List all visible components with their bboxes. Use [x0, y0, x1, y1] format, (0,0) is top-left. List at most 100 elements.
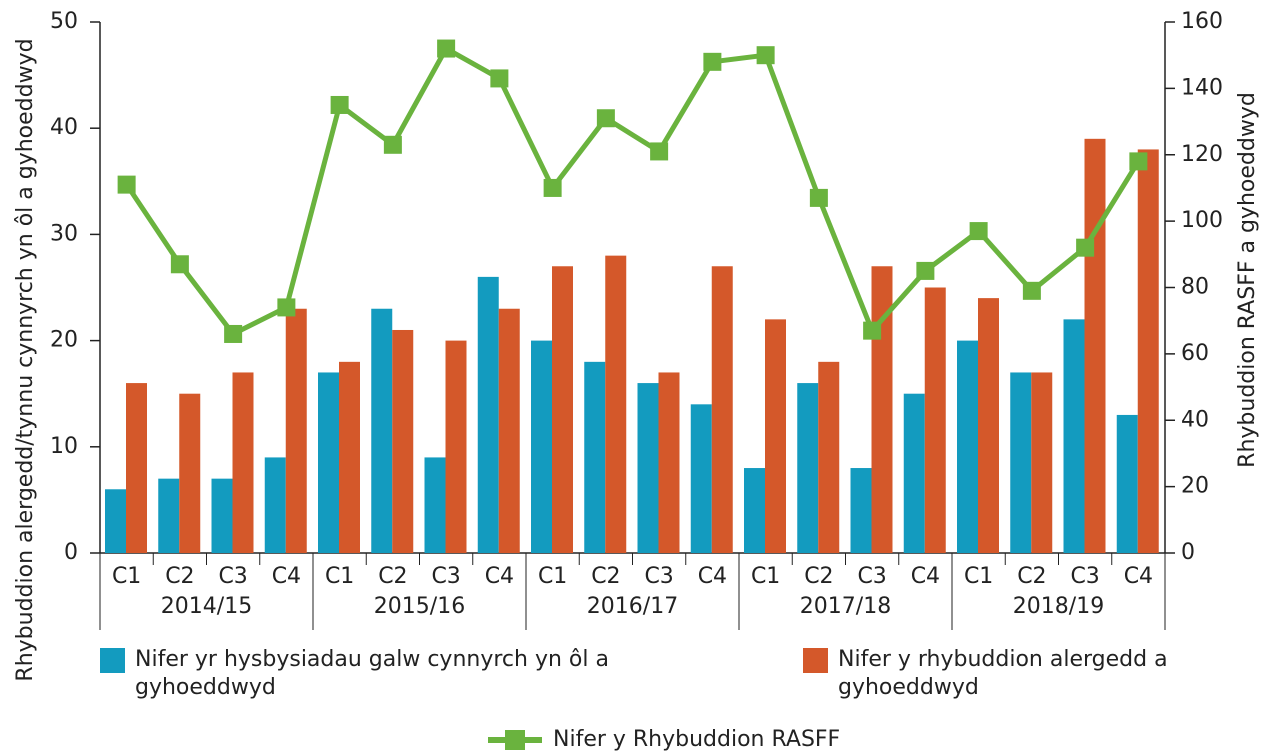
marker	[543, 178, 562, 197]
marker	[383, 135, 402, 154]
bar	[1084, 138, 1106, 553]
x-tick-label: C1	[325, 564, 354, 589]
bar	[924, 287, 946, 553]
bar	[797, 383, 819, 553]
x-tick-label: C4	[911, 564, 940, 589]
bar	[1137, 149, 1159, 553]
group-label: 2017/18	[800, 594, 891, 619]
bar	[1031, 372, 1053, 553]
marker	[1076, 238, 1095, 257]
x-tick-label: C1	[751, 564, 780, 589]
bar	[818, 361, 840, 553]
bar	[285, 308, 307, 553]
line	[124, 45, 1141, 338]
y-tick-label: 10	[50, 434, 78, 459]
bar	[903, 393, 925, 553]
group-label: 2018/19	[1013, 594, 1104, 619]
bar	[498, 308, 520, 553]
bar	[978, 298, 999, 553]
y-tick-label: 30	[50, 221, 78, 246]
marker	[916, 261, 935, 280]
legend-swatch	[100, 648, 125, 673]
y2-tick-label: 100	[1181, 208, 1223, 233]
bar	[584, 361, 606, 553]
marker	[1129, 152, 1148, 171]
marker	[224, 324, 243, 343]
y-tick-label: 0	[64, 540, 78, 565]
bar	[1063, 319, 1085, 553]
x-tick-label: C3	[1070, 564, 1099, 589]
bar	[105, 489, 126, 553]
marker	[330, 95, 349, 114]
marker	[1022, 281, 1041, 300]
legend-swatch	[803, 648, 828, 673]
bar	[957, 340, 978, 553]
legend-label: Nifer yr hysbysiadau galw cynnyrch yn ôl…	[135, 647, 609, 700]
bar	[179, 393, 201, 553]
x-tick-label: C4	[698, 564, 727, 589]
x-tick-label: C2	[804, 564, 833, 589]
x-tick-label: C1	[112, 564, 141, 589]
y-tick-label: 50	[50, 9, 78, 34]
x-tick-label: C4	[1124, 564, 1153, 589]
bar	[711, 266, 733, 553]
marker	[437, 39, 456, 58]
y2-tick-label: 60	[1181, 341, 1209, 366]
y2-tick-label: 80	[1181, 275, 1209, 300]
y-tick-label: 20	[50, 328, 78, 353]
x-tick-label: C2	[591, 564, 620, 589]
bar	[1116, 414, 1138, 553]
bar	[531, 340, 552, 553]
x-tick-label: C3	[644, 564, 673, 589]
y2-tick-label: 160	[1181, 9, 1223, 34]
marker	[703, 52, 722, 71]
y2-tick-label: 120	[1181, 142, 1223, 167]
group-label: 2014/15	[161, 594, 252, 619]
marker	[596, 109, 615, 128]
bar	[392, 329, 414, 553]
group-label: 2016/17	[587, 594, 678, 619]
x-tick-label: C3	[431, 564, 460, 589]
bar	[1010, 372, 1032, 553]
x-tick-label: C4	[272, 564, 301, 589]
y2-tick-label: 0	[1181, 540, 1195, 565]
bar	[445, 340, 467, 553]
marker	[490, 69, 509, 88]
legend-label: Nifer y rhybuddion alergedd a gyhoeddwyd	[838, 647, 1168, 700]
x-tick-label: C3	[218, 564, 247, 589]
bar	[158, 478, 180, 553]
marker	[277, 298, 296, 317]
group-label: 2015/16	[374, 594, 465, 619]
bar	[264, 457, 286, 553]
x-tick-label: C3	[857, 564, 886, 589]
bar	[126, 383, 147, 553]
x-tick-label: C1	[964, 564, 993, 589]
bar	[339, 361, 360, 553]
y-tick-label: 40	[50, 115, 78, 140]
marker	[756, 46, 775, 65]
bar	[371, 308, 393, 553]
marker	[969, 222, 988, 241]
x-tick-label: C2	[378, 564, 407, 589]
bar	[424, 457, 446, 553]
marker	[650, 142, 669, 161]
marker	[170, 255, 189, 274]
y2-axis-label: Rhybuddion RASFF a gyhoeddwyd	[1235, 92, 1260, 468]
bar	[850, 468, 872, 553]
bar	[318, 372, 339, 553]
bar	[744, 468, 765, 553]
y-axis-label: Rhybuddion alergedd/tynnu cynnyrch yn ôl…	[13, 38, 38, 681]
x-tick-label: C2	[165, 564, 194, 589]
marker	[863, 321, 882, 340]
x-tick-label: C4	[485, 564, 514, 589]
bar	[637, 383, 659, 553]
bar	[477, 276, 499, 553]
marker	[117, 175, 136, 194]
bar	[765, 319, 786, 553]
bar	[211, 478, 233, 553]
y2-tick-label: 20	[1181, 474, 1209, 499]
bar	[605, 255, 627, 553]
x-tick-label: C2	[1017, 564, 1046, 589]
legend-line	[488, 730, 542, 750]
